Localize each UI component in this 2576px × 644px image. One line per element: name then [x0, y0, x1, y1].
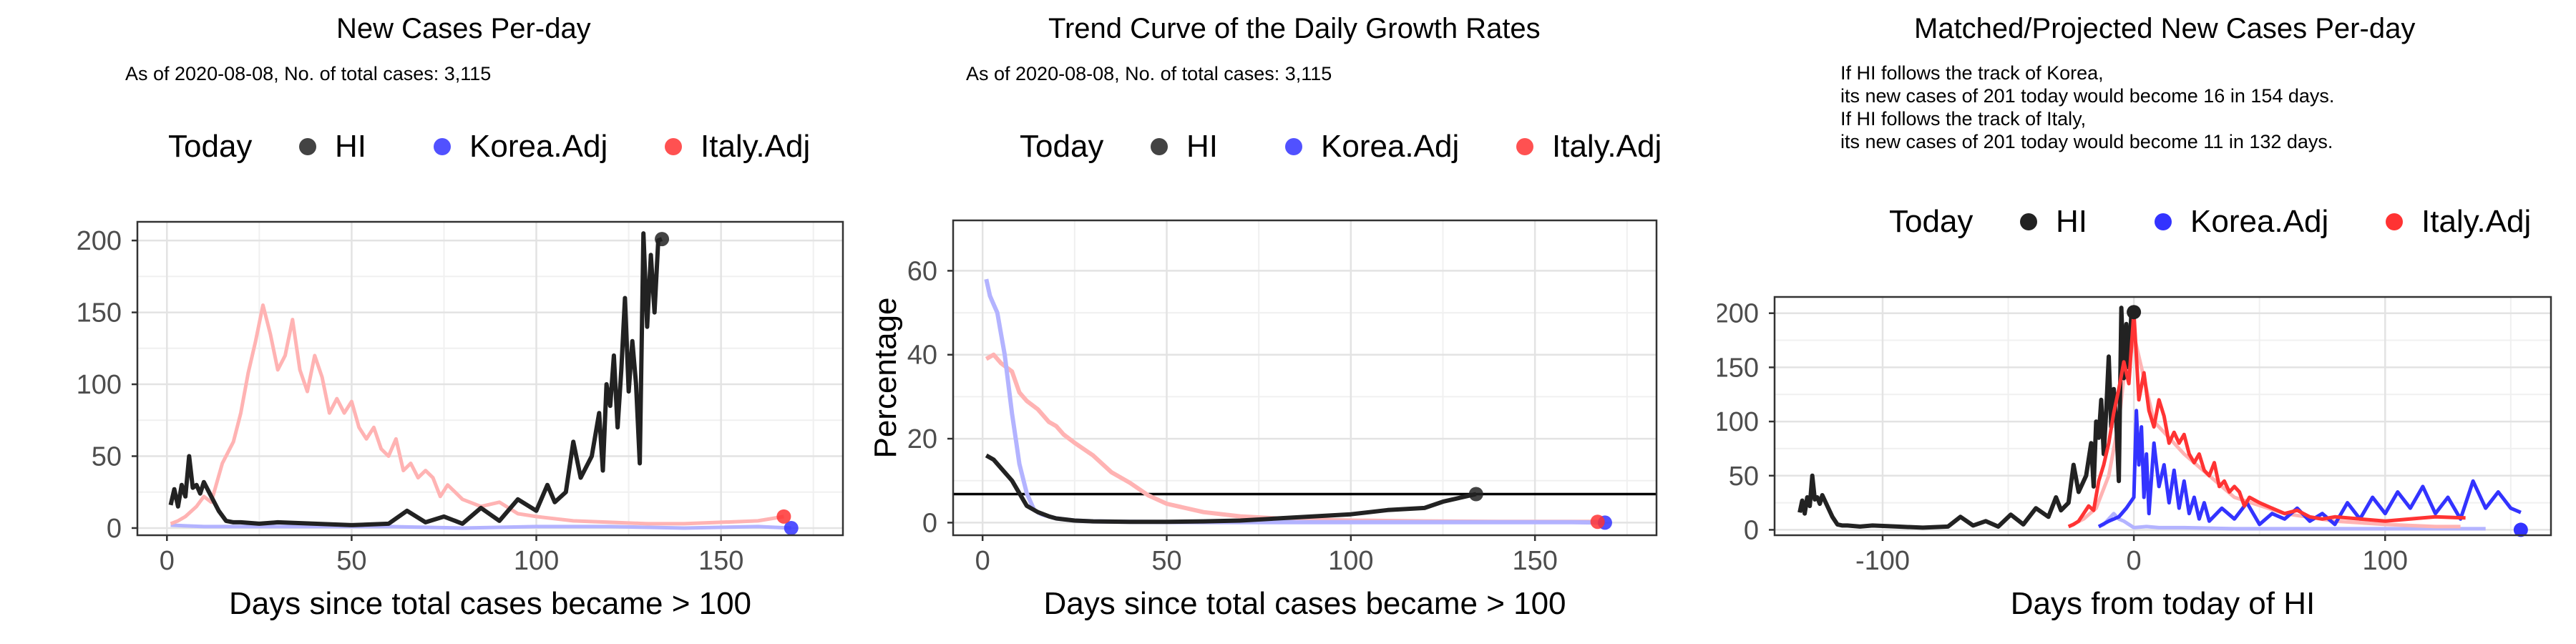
x-tick-label: 0	[2127, 546, 2142, 576]
y-tick-label: 50	[92, 441, 122, 472]
y-tick-label: 0	[922, 508, 937, 538]
plot-area	[953, 220, 1657, 535]
y-tick-label: 0	[1744, 515, 1759, 545]
today-point-korea-adj	[784, 520, 799, 535]
legend-title: Today	[168, 129, 252, 164]
series-line-hi	[985, 453, 1477, 525]
x-tick-label: 150	[698, 546, 743, 576]
y-tick-label: 60	[907, 256, 937, 286]
projection-note: If HI follows the track of Korea, its ne…	[1840, 62, 2334, 153]
series-group	[1797, 306, 2522, 531]
series-line-italy-adj	[170, 303, 784, 526]
y-tick-label: 200	[1717, 299, 1759, 329]
chart-new-cases: Today HI Korea.Adj Italy.Adj 0 50 100 150 200 0 50…	[77, 129, 844, 621]
note-line: its new cases of 201 today would become …	[1840, 85, 2335, 107]
series-line-korea-adj	[2097, 409, 2522, 529]
legend-label: Italy.Adj	[1552, 129, 1662, 164]
legend: Today HI Korea.Adj Italy.Adj	[1889, 204, 2531, 239]
x-axis-label: Days since total cases became > 100	[229, 586, 751, 621]
note-line: If HI follows the track of Korea,	[1840, 62, 2104, 84]
y-tick-label: 150	[77, 298, 122, 328]
today-point-italy-adj	[1590, 514, 1605, 530]
legend-title: Today	[1889, 204, 1973, 239]
y-axis-label: Percentage	[868, 297, 903, 458]
y-tick-label: 100	[1717, 407, 1759, 437]
legend-label: Korea.Adj	[469, 129, 608, 164]
chart-title: Matched/Projected New Cases Per-day	[1914, 13, 2416, 44]
legend-label: HI	[1186, 129, 1218, 164]
legend: Today HI Korea.Adj Italy.Adj	[1020, 129, 1662, 164]
panel-projected: Matched/Projected New Cases Per-day If H…	[1717, 0, 2576, 644]
today-point-hi	[655, 232, 670, 247]
legend-label: Italy.Adj	[2421, 204, 2531, 239]
series-line-korea-adj	[170, 523, 791, 530]
series-group	[168, 231, 791, 530]
legend-key	[2386, 213, 2403, 230]
legend-key	[1285, 138, 1302, 155]
series-group	[984, 278, 1605, 525]
axes: 0 50 100 150 200 0 50 100 150 Days since total ca…	[77, 226, 751, 621]
legend-label: Italy.Adj	[701, 129, 810, 164]
y-tick-label: 40	[907, 341, 937, 371]
legend-key	[434, 138, 451, 155]
plot-border	[1773, 296, 2552, 537]
plot-area	[137, 222, 843, 535]
y-tick-label: 50	[1729, 462, 1759, 492]
chart-title: New Cases Per-day	[336, 13, 591, 44]
legend-label: Korea.Adj	[1321, 129, 1459, 164]
y-tick-label: 0	[107, 514, 122, 544]
x-axis-label: Days since total cases became > 100	[1043, 586, 1566, 621]
axes: 0 20 40 60 0 50 100 150 Days since total cases b…	[868, 256, 1566, 621]
legend-title: Today	[1020, 129, 1103, 164]
legend-key	[1151, 138, 1168, 155]
chart-projected: Today HI Korea.Adj Italy.Adj 0 50 100 150 200 -10…	[1717, 204, 2552, 621]
x-tick-label: 150	[1512, 546, 1557, 576]
x-tick-label: 100	[1328, 546, 1373, 576]
legend-label: HI	[2056, 204, 2087, 239]
x-tick-label: 100	[2363, 546, 2408, 576]
axes: 0 50 100 150 200 -100 0 100 Days from today of H…	[1717, 299, 2408, 621]
x-axis-label: Days from today of HI	[2011, 586, 2315, 621]
x-tick-label: 0	[160, 546, 175, 576]
series-line-hi	[168, 231, 663, 527]
x-tick-label: -100	[1855, 546, 1910, 576]
x-tick-label: 50	[336, 546, 366, 576]
x-tick-label: 100	[514, 546, 559, 576]
legend-key	[2155, 213, 2172, 230]
panel-growth-rates: Trend Curve of the Daily Growth Rates As…	[859, 0, 1717, 644]
today-point-hi	[2127, 305, 2142, 320]
legend-key	[2020, 213, 2037, 230]
plot-border	[952, 219, 1658, 537]
today-point-italy-adj	[776, 509, 791, 524]
chart-growth-rates: Today HI Korea.Adj Italy.Adj 0 20 40 60 0 50 100 15…	[868, 129, 1662, 621]
plot-border	[136, 220, 844, 537]
x-tick-label: 50	[1151, 546, 1181, 576]
chart-title: Trend Curve of the Daily Growth Rates	[1048, 13, 1541, 44]
chart-subtitle: As of 2020-08-08, No. of total cases: 3,…	[966, 63, 1332, 84]
series-line-hi	[1797, 306, 2135, 530]
legend-label: HI	[335, 129, 366, 164]
note-line: If HI follows the track of Italy,	[1840, 108, 2087, 130]
x-tick-label: 0	[975, 546, 990, 576]
y-tick-label: 20	[907, 424, 937, 454]
chart-subtitle: As of 2020-08-08, No. of total cases: 3,…	[125, 63, 492, 84]
y-tick-label: 100	[77, 370, 122, 400]
today-point-hi	[1468, 487, 1483, 502]
panel-new-cases: New Cases Per-day As of 2020-08-08, No. …	[0, 0, 859, 644]
legend-label: Korea.Adj	[2190, 204, 2328, 239]
legend-key	[665, 138, 682, 155]
y-tick-label: 150	[1717, 353, 1759, 383]
series-line-korea-adj-faint	[2098, 512, 2486, 531]
series-line-italy-adj	[2067, 310, 2466, 529]
note-line: its new cases of 201 today would become …	[1840, 131, 2333, 152]
legend: Today HI Korea.Adj Italy.Adj	[168, 129, 810, 164]
legend-key	[1516, 138, 1533, 155]
legend-key	[299, 138, 316, 155]
today-point-korea-adj	[2513, 522, 2528, 537]
y-tick-label: 200	[77, 226, 122, 256]
